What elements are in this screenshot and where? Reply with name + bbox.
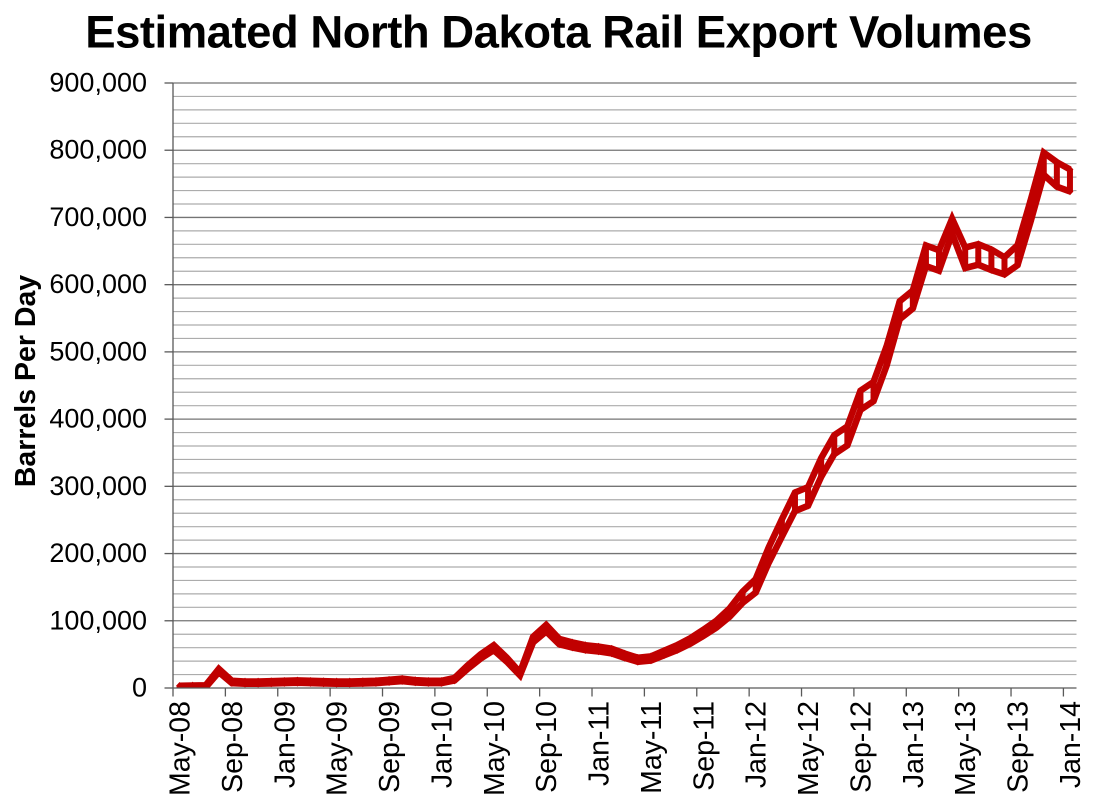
svg-text:May-12: May-12 [793, 701, 825, 796]
svg-text:Jan-13: Jan-13 [898, 701, 930, 788]
svg-text:May-09: May-09 [322, 701, 354, 796]
svg-text:Jan-14: Jan-14 [1055, 701, 1087, 788]
svg-text:Sep-09: Sep-09 [374, 701, 406, 793]
svg-text:400,000: 400,000 [49, 404, 147, 434]
svg-text:0: 0 [132, 673, 147, 703]
svg-text:May-11: May-11 [636, 701, 668, 794]
svg-text:May-10: May-10 [479, 701, 511, 796]
svg-text:Barrels Per Day: Barrels Per Day [10, 275, 42, 487]
svg-text:Sep-08: Sep-08 [217, 701, 249, 793]
svg-text:May-13: May-13 [950, 701, 982, 796]
svg-text:300,000: 300,000 [49, 471, 147, 501]
svg-text:100,000: 100,000 [49, 605, 147, 635]
svg-text:800,000: 800,000 [49, 135, 147, 165]
svg-text:Jan-11: Jan-11 [584, 701, 616, 786]
svg-text:Jan-10: Jan-10 [426, 701, 458, 788]
svg-text:Jan-09: Jan-09 [269, 701, 301, 788]
svg-text:Sep-12: Sep-12 [845, 701, 877, 793]
svg-text:900,000: 900,000 [49, 68, 147, 98]
svg-text:Jan-12: Jan-12 [741, 701, 773, 788]
svg-text:700,000: 700,000 [49, 202, 147, 232]
svg-text:Estimated North Dakota Rail Ex: Estimated North Dakota Rail Export Volum… [85, 7, 1032, 58]
svg-text:Sep-11: Sep-11 [688, 701, 720, 791]
svg-text:200,000: 200,000 [49, 538, 147, 568]
svg-text:Sep-10: Sep-10 [531, 701, 563, 793]
svg-text:600,000: 600,000 [49, 269, 147, 299]
svg-text:Sep-13: Sep-13 [1003, 701, 1035, 793]
svg-text:May-08: May-08 [165, 701, 197, 796]
svg-text:500,000: 500,000 [49, 336, 147, 366]
